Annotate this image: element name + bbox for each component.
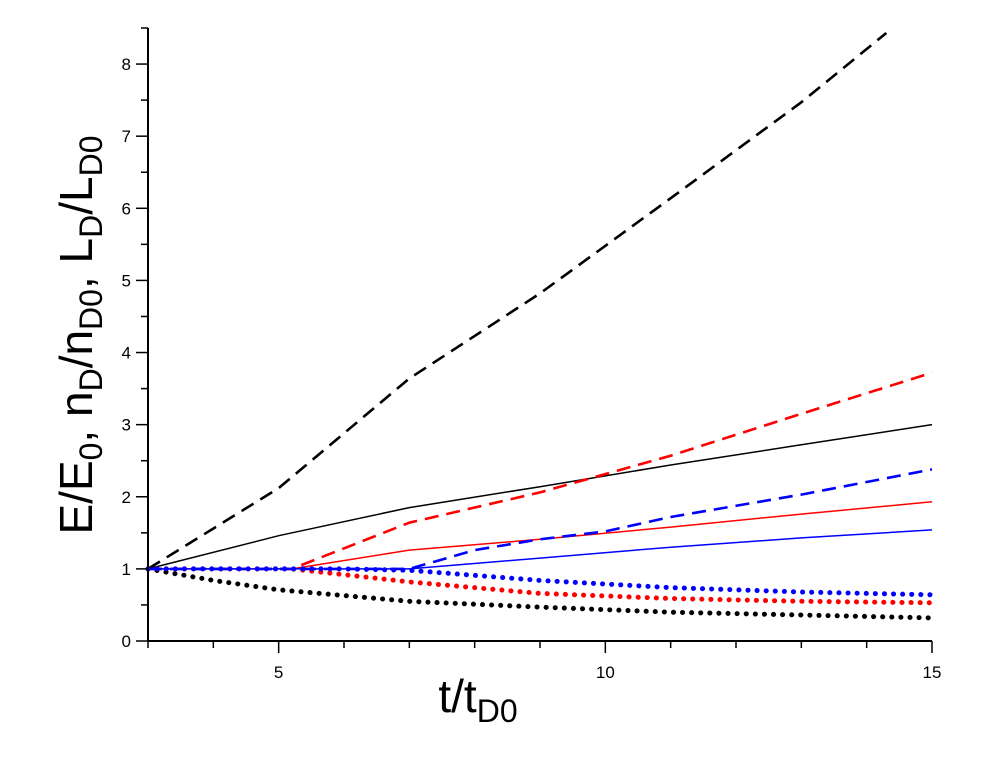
y-tick-label: 2 bbox=[122, 488, 131, 507]
tick-labels: 5 10 15 0 1 2 3 4 5 6 7 8 bbox=[122, 55, 942, 682]
series-line-3 bbox=[145, 566, 935, 621]
y-axis-title: E/E0, nD/nD0, LD/LD0 bbox=[50, 135, 109, 534]
x-tick-label: 5 bbox=[274, 663, 283, 682]
y-tick-label: 6 bbox=[122, 199, 131, 218]
y-tick-label: 4 bbox=[122, 344, 131, 363]
y-tick-label: 5 bbox=[122, 271, 131, 290]
axes bbox=[136, 27, 933, 653]
y-tick-label: 7 bbox=[122, 127, 131, 146]
series-line-2 bbox=[147, 423, 933, 570]
y-tick-label: 1 bbox=[122, 560, 131, 579]
y-tick-label: 0 bbox=[122, 632, 131, 651]
series-line-9 bbox=[145, 566, 935, 598]
y-tick-label: 3 bbox=[122, 416, 131, 435]
y-tick-label: 8 bbox=[122, 55, 131, 74]
series-line-1 bbox=[147, 31, 888, 571]
x-tick-label: 10 bbox=[596, 663, 615, 682]
x-axis-title: t/tD0 bbox=[438, 670, 517, 729]
series-line-8 bbox=[148, 529, 933, 570]
series-line-7 bbox=[148, 468, 933, 571]
x-tick-label: 15 bbox=[923, 663, 942, 682]
series-layer bbox=[145, 31, 935, 621]
